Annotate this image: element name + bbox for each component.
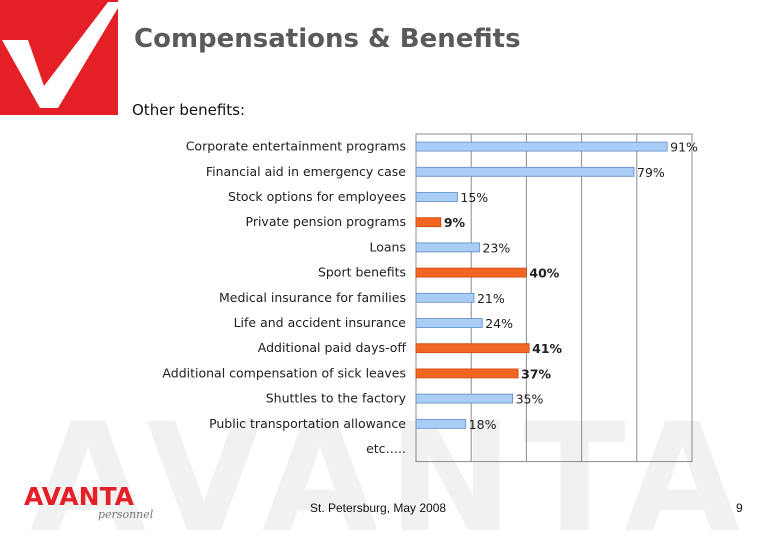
watermark-text: AVANTA <box>30 392 750 540</box>
category-label: Additional paid days-off <box>258 340 407 355</box>
bar <box>415 418 467 429</box>
bar <box>415 393 513 404</box>
category-label: Financial aid in emergency case <box>206 164 406 179</box>
data-label: 18% <box>469 417 497 432</box>
data-label: 91% <box>670 140 698 155</box>
category-label: Loans <box>370 239 407 254</box>
bar <box>415 192 458 202</box>
chart-category-labels: Corporate entertainment programs Financia… <box>162 139 406 456</box>
data-label: 21% <box>477 291 505 306</box>
data-label: 41% <box>532 341 562 356</box>
bar <box>415 141 668 152</box>
category-label: Life and accident insurance <box>234 315 407 330</box>
bar <box>415 267 527 278</box>
avanta-logo: AVANTA personnel <box>24 482 154 521</box>
logo-subtext: personnel <box>98 508 154 521</box>
data-label: 15% <box>460 190 488 205</box>
data-label: 79% <box>637 165 665 180</box>
category-label: Shuttles to the factory <box>266 391 407 406</box>
data-label: 35% <box>516 392 544 407</box>
category-label: Public transportation allowance <box>209 416 406 431</box>
category-label: Medical insurance for families <box>219 290 406 305</box>
data-label: 9% <box>444 215 466 230</box>
category-label: Additional compensation of sick leaves <box>162 365 406 380</box>
bar <box>415 217 442 228</box>
chart-value-labels: 91% 79% 15% 9% 23% 40% 21% 24% 41% 37% 35% 18% <box>444 140 698 432</box>
data-label: 40% <box>529 266 559 281</box>
category-label: Corporate entertainment programs <box>186 139 406 154</box>
chart-bars <box>415 141 668 429</box>
data-label: 37% <box>521 366 551 381</box>
page-title: Compensations & Benefits <box>134 24 521 54</box>
footer-location-date: St. Petersburg, May 2008 <box>310 501 447 515</box>
bar <box>415 343 530 354</box>
bar <box>415 166 635 177</box>
logo-text: AVANTA <box>24 482 135 511</box>
bar <box>415 242 480 253</box>
bar <box>415 368 519 379</box>
section-subtitle: Other benefits: <box>132 101 246 119</box>
bar <box>415 318 483 328</box>
watermark: AVANTA <box>30 392 750 540</box>
brand-logo-checkmark <box>0 0 118 115</box>
category-label: etc….. <box>366 441 406 456</box>
bar-chart: Corporate entertainment programs Financia… <box>162 133 698 463</box>
category-label: Sport benefits <box>318 265 406 280</box>
page-number: 9 <box>736 501 743 515</box>
data-label: 24% <box>485 316 513 331</box>
bar <box>415 292 475 303</box>
category-label: Private pension programs <box>246 214 407 229</box>
category-label: Stock options for employees <box>228 189 406 204</box>
data-label: 23% <box>482 240 510 255</box>
